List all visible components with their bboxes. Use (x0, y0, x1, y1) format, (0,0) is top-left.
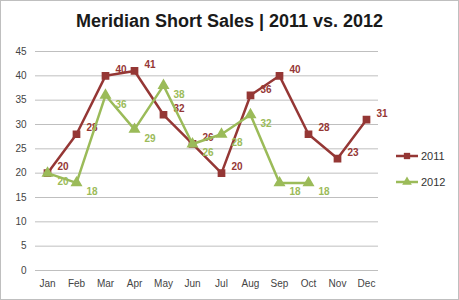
svg-text:40: 40 (15, 70, 27, 81)
svg-text:18: 18 (87, 186, 99, 197)
svg-text:18: 18 (319, 186, 331, 197)
svg-text:Dec: Dec (358, 278, 376, 289)
svg-text:32: 32 (261, 118, 273, 129)
svg-text:May: May (154, 278, 173, 289)
svg-text:Feb: Feb (68, 278, 86, 289)
svg-text:26: 26 (202, 132, 214, 144)
html-text:Meridian Short Sales | 2011 vs: Meridian Short Sales | 2011 vs. 2012 (75, 11, 384, 31)
svg-text:40: 40 (290, 64, 302, 75)
svg-text:41: 41 (145, 59, 157, 70)
svg-text:0: 0 (21, 265, 27, 276)
svg-text:Jan: Jan (39, 278, 55, 289)
svg-text:20: 20 (58, 161, 70, 172)
svg-text:15: 15 (15, 192, 27, 203)
svg-text:Aug: Aug (242, 278, 260, 289)
html-text:2011: 2011 (421, 149, 445, 162)
svg-text:29: 29 (145, 133, 157, 144)
svg-text:20: 20 (232, 161, 244, 172)
svg-text:35: 35 (15, 94, 27, 105)
svg-text:38: 38 (174, 89, 186, 100)
svg-text:Apr: Apr (127, 278, 143, 289)
svg-text:40: 40 (116, 64, 128, 75)
svg-text:26: 26 (203, 147, 215, 158)
svg-text:28: 28 (319, 122, 331, 133)
svg-text:Jul: Jul (215, 278, 228, 289)
svg-text:20: 20 (15, 167, 27, 178)
svg-text:18: 18 (290, 186, 302, 197)
svg-text:28: 28 (86, 122, 98, 134)
svg-text:Nov: Nov (329, 278, 347, 289)
svg-text:30: 30 (15, 119, 27, 130)
svg-text:20: 20 (58, 176, 70, 187)
html-text:2012: 2012 (421, 175, 446, 188)
svg-text:5: 5 (21, 240, 27, 251)
svg-text:28: 28 (232, 137, 244, 148)
svg-text:Mar: Mar (97, 278, 115, 289)
svg-text:32: 32 (173, 103, 185, 114)
svg-text:23: 23 (348, 147, 360, 158)
svg-text:Jun: Jun (184, 278, 200, 289)
svg-text:Oct: Oct (301, 278, 317, 289)
svg-text:36: 36 (116, 99, 128, 110)
svg-text:Sep: Sep (271, 278, 289, 289)
svg-text:10: 10 (15, 216, 27, 227)
svg-text:36: 36 (261, 84, 273, 95)
svg-text:25: 25 (15, 143, 27, 154)
svg-text:45: 45 (15, 46, 27, 57)
svg-text:31: 31 (377, 108, 389, 119)
